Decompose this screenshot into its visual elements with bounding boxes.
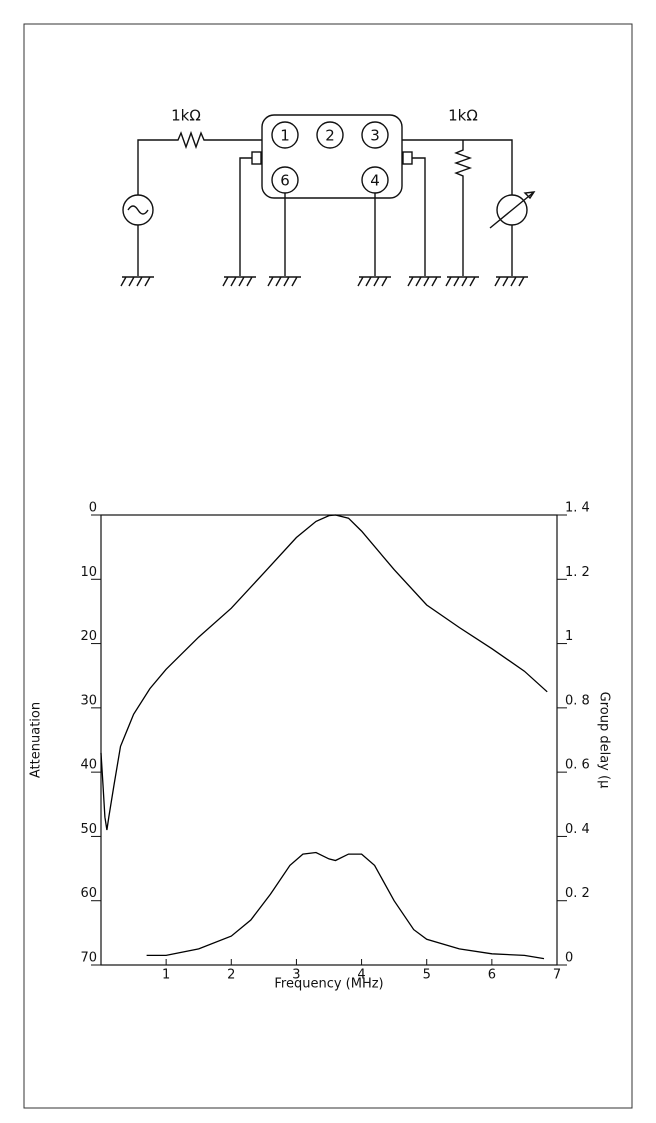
x-tick-label: 5 (423, 968, 431, 983)
y2-tick-label: 0 (565, 951, 573, 966)
y2-tick-label: 0. 2 (565, 886, 590, 901)
y-tick-label: 10 (80, 565, 97, 580)
resistor-label: 1kΩ (171, 107, 201, 125)
y2-tick-label: 0. 6 (565, 758, 590, 773)
data-line (146, 851, 545, 960)
y2-axis-title: Group delay (μ (597, 692, 612, 789)
y-tick-label: 70 (80, 951, 97, 966)
x-tick-label: 4 (357, 968, 365, 983)
y2-tick-label: 1. 2 (565, 565, 590, 580)
y2-tick-label: 1 (565, 629, 573, 644)
plot-frame (100, 514, 558, 966)
y-tick-label: 0 (89, 501, 97, 516)
pin-label: 6 (280, 172, 290, 190)
y-tick-label: 30 (80, 693, 97, 708)
y2-tick-label: 0. 8 (565, 693, 590, 708)
y-axis-title: Attenuation (29, 702, 44, 778)
circuit: 1kΩ 1kΩ 1 2 3 6 4 (120, 107, 536, 287)
pin-label: 1 (280, 127, 290, 145)
y2-tick-label: 0. 4 (565, 822, 590, 837)
pin-label: 2 (325, 127, 335, 145)
y-tick-label: 50 (80, 822, 97, 837)
pin-label: 4 (370, 172, 380, 190)
x-tick-label: 3 (292, 968, 300, 983)
resistor-label: 1kΩ (448, 107, 478, 125)
data-line (100, 514, 548, 831)
x-tick-label: 6 (488, 968, 496, 983)
x-tick-label: 2 (227, 968, 235, 983)
x-tick-label: 7 (553, 968, 561, 983)
y2-tick-label: 1. 4 (565, 501, 590, 516)
y-tick-label: 60 (80, 886, 97, 901)
x-axis-title: Frequency (MHz) (274, 977, 383, 992)
x-tick-label: 1 (162, 968, 170, 983)
y-tick-label: 20 (80, 629, 97, 644)
frame (23, 23, 633, 1109)
pin-label: 3 (370, 127, 380, 145)
y-tick-label: 40 (80, 758, 97, 773)
